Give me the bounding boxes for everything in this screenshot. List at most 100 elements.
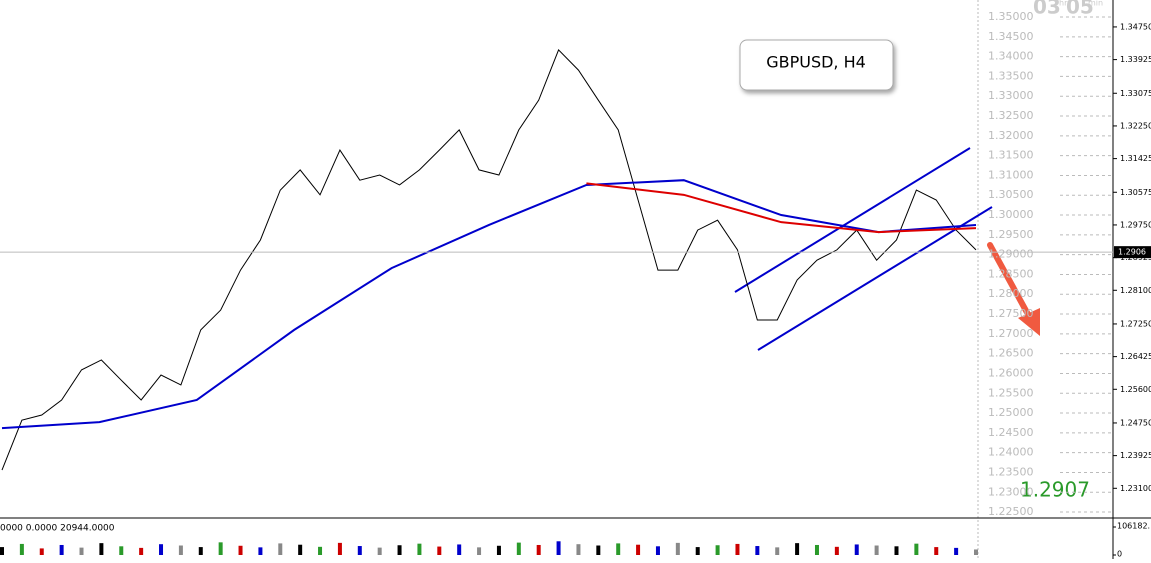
y-tick-label: 1.31425 [1120, 154, 1151, 163]
volume-bar [139, 547, 144, 555]
symbol-box: GBPUSD, H4 [739, 39, 894, 91]
channel-lower [757, 206, 993, 351]
y-tick-label: 1.26500 [988, 347, 1034, 360]
volume-bar [357, 546, 362, 555]
y-tick-label: 1.31000 [988, 168, 1034, 181]
y-tick-label: 1.31500 [988, 149, 1034, 162]
volume-bar [0, 547, 4, 555]
y-tick-label: 1.29000 [988, 248, 1034, 261]
volume-bar [417, 543, 422, 555]
volume-bar [39, 548, 44, 555]
y-tick-label: 1.23000 [988, 485, 1034, 498]
volume-bar [715, 545, 720, 555]
y-tick-label: 1.30500 [988, 188, 1034, 201]
y-tick-label: 1.27500 [988, 307, 1034, 320]
y-tick-label: 1.29500 [988, 228, 1034, 241]
volume-bar [496, 545, 501, 555]
volume-bar [318, 546, 323, 555]
y-tick-label: 1.23500 [988, 465, 1034, 478]
volume-bar [19, 543, 24, 555]
volume-bar [914, 543, 919, 555]
y-tick-label: 1.28500 [988, 267, 1034, 280]
volume-bar [278, 543, 283, 555]
volume-bar [636, 544, 641, 555]
volume-bar [477, 547, 482, 555]
timer-hours: 03 [1033, 0, 1061, 19]
volume-bar [735, 543, 740, 555]
y-tick-label: 1.28000 [988, 287, 1034, 300]
volume-bar [576, 544, 581, 555]
volume-tick-label: 0 [1117, 550, 1122, 559]
volume-bar [954, 547, 959, 555]
y-tick-label: 1.24750 [1120, 418, 1151, 427]
y-tick-label: 1.34500 [988, 30, 1034, 43]
volume-bar [795, 543, 800, 555]
y-tick-label: 1.35000 [988, 10, 1034, 23]
volume-bar [834, 546, 839, 555]
y-tick-label: 1.25600 [1120, 385, 1151, 394]
y-tick-label: 1.34750 [1120, 22, 1151, 31]
y-tick-label: 1.25500 [988, 386, 1034, 399]
volume-bar [79, 547, 84, 555]
y-tick-label: 1.30575 [1120, 188, 1151, 197]
volume-bar [59, 544, 64, 555]
volume-bar [298, 544, 303, 555]
y-tick-label: 1.27000 [988, 327, 1034, 340]
volume-bar [258, 547, 263, 555]
y-tick-label: 1.30000 [988, 208, 1034, 221]
volume-bar [775, 547, 780, 555]
volume-bar [516, 542, 521, 555]
y-tick-label: 1.24500 [988, 426, 1034, 439]
symbol-label: GBPUSD, H4 [766, 53, 866, 72]
volume-bar [178, 545, 183, 555]
y-tick-label: 1.27250 [1120, 319, 1151, 328]
y-tick-label: 1.24000 [988, 446, 1034, 459]
moving-average [1, 179, 977, 430]
bid-price: 1.2907 [1020, 478, 1090, 502]
volume-bar [218, 542, 223, 555]
y-tick-label: 1.25000 [988, 406, 1034, 419]
volume-bar [755, 546, 760, 555]
volume-bar [397, 545, 402, 555]
volume-bar [119, 546, 124, 555]
timer-minutes: 05 [1066, 0, 1094, 19]
volume-bar [695, 547, 700, 555]
y-tick-label: 1.32000 [988, 129, 1034, 142]
forecast-arrow [987, 242, 1040, 336]
volume-info: 0000 0.0000 20944.0000 [0, 524, 115, 534]
y-tick-label: 1.32250 [1120, 121, 1151, 130]
y-tick-label: 1.23925 [1120, 451, 1151, 460]
timer-hours-unit: hr [1059, 0, 1068, 8]
y-tick-label: 1.32500 [988, 109, 1034, 122]
channel-upper [734, 147, 971, 293]
volume-bar [457, 544, 462, 555]
moving-average [586, 182, 977, 234]
volume-bar [974, 549, 978, 555]
volume-bar [337, 542, 342, 555]
volume-bar [616, 543, 621, 555]
volume-bar [377, 547, 382, 555]
volume-bar [536, 544, 541, 555]
last-price-label: 1.2906 [1118, 248, 1146, 257]
volume-bar [238, 545, 243, 555]
y-tick-label: 1.33000 [988, 89, 1034, 102]
last-price-box [1114, 246, 1151, 259]
volume-tick-label: 106182. [1117, 522, 1150, 531]
volume-bar [894, 546, 899, 555]
y-tick-label: 1.29750 [1120, 220, 1151, 229]
volume-bar [655, 546, 660, 555]
y-tick-label: 1.26000 [988, 366, 1034, 379]
y-tick-label: 1.33500 [988, 69, 1034, 82]
y-tick-label: 1.34000 [988, 50, 1034, 63]
y-tick-label: 1.23100 [1120, 484, 1151, 493]
volume-bar [159, 544, 164, 555]
volume-bar [556, 541, 561, 555]
y-tick-label: 1.33925 [1120, 55, 1151, 64]
y-tick-label: 1.22500 [988, 505, 1034, 518]
volume-bar [854, 544, 859, 555]
y-tick-label: 1.33075 [1120, 89, 1151, 98]
y-tick-label: 1.26425 [1120, 352, 1151, 361]
volume-bar [99, 543, 104, 555]
